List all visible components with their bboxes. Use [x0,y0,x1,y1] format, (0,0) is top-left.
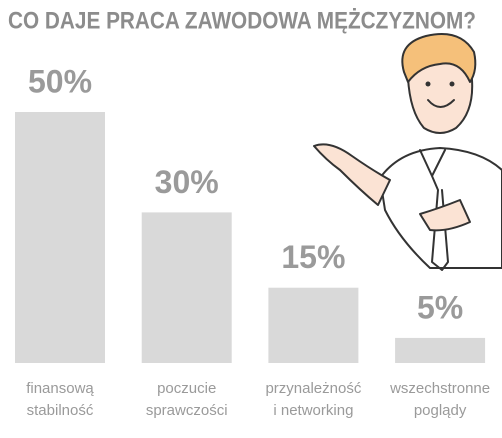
value-label: 50% [28,63,92,99]
category-label: stabilność [27,402,94,419]
chart-title: CO DAJE PRACA ZAWODOWA MĘŻCZYZNOM? [8,7,476,34]
category-label: i networking [273,402,353,419]
bar [15,112,105,363]
category-label: poglądy [414,402,467,419]
value-label: 5% [417,289,463,325]
value-label: 15% [281,239,345,275]
bar [395,337,486,363]
value-label: 30% [155,164,219,200]
category-label: sprawczości [146,402,228,419]
category-label: finansową [26,380,94,397]
illustration [313,33,502,271]
category-label: wszechstronne [389,380,490,397]
category-label: poczucie [157,380,216,397]
category-label: przynależność [265,380,361,397]
bar [141,212,232,363]
bar [268,287,359,363]
